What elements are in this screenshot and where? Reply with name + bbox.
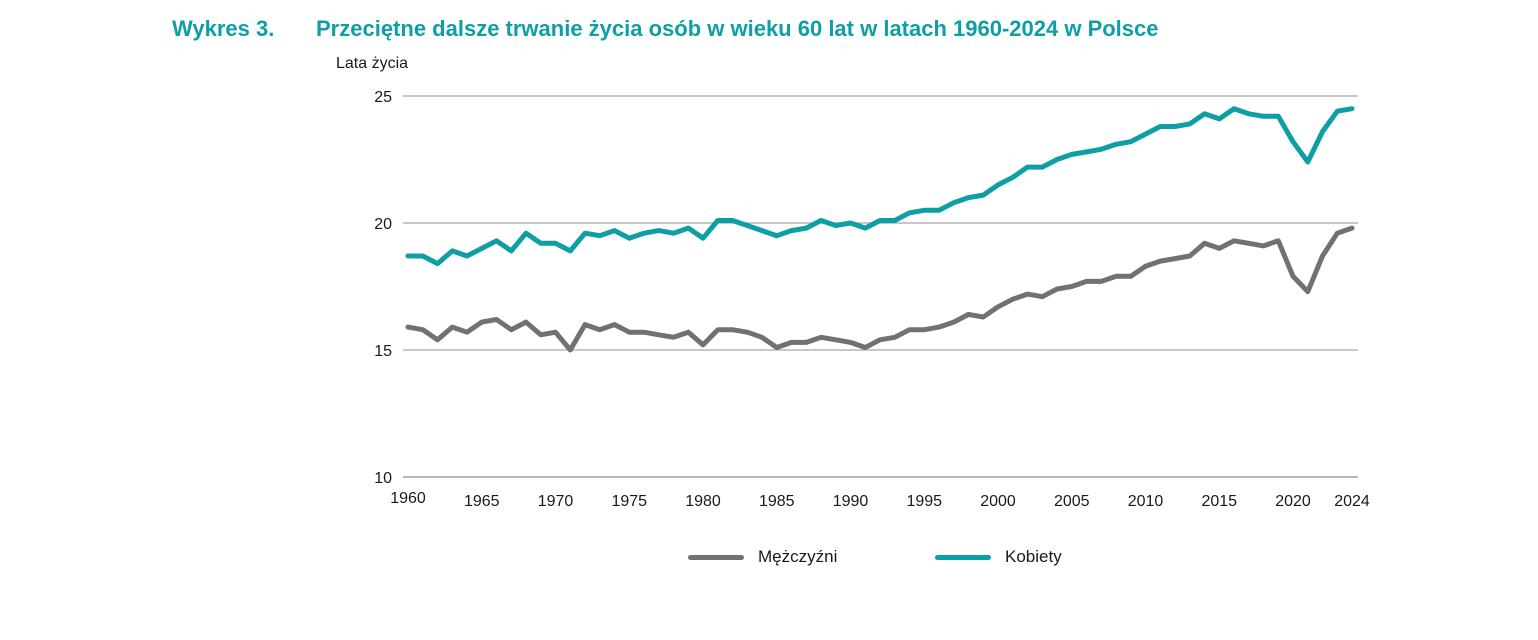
chart-number: Wykres 3.	[172, 16, 275, 41]
x-tick-label: 2010	[1128, 493, 1164, 510]
legend-item-women: Kobiety	[935, 547, 1062, 567]
x-tick-label: 2020	[1275, 493, 1311, 510]
x-tick-label: 2000	[980, 493, 1016, 510]
legend-item-men: Mężczyźni	[688, 547, 837, 567]
x-tick-label: 1985	[759, 493, 795, 510]
x-tick-label: 1995	[906, 493, 942, 510]
x-tick-label: 1970	[538, 493, 574, 510]
x-tick-label: 1975	[611, 493, 647, 510]
y-axis-label: Lata życia	[336, 55, 408, 72]
x-tick-label: 2005	[1054, 493, 1090, 510]
y-tick-label: 15	[374, 343, 392, 360]
x-tick-label: 2024	[1334, 493, 1370, 510]
y-tick-label: 10	[374, 470, 392, 487]
series-line-women	[405, 106, 1355, 267]
y-tick-label: 25	[374, 89, 392, 106]
x-tick-label: 1960	[390, 490, 426, 507]
legend-swatch-women	[935, 554, 991, 560]
legend-label-men: Mężczyźni	[758, 547, 838, 566]
x-tick-label: 1980	[685, 493, 721, 510]
y-tick-label: 20	[374, 216, 392, 233]
legend-label-women: Kobiety	[1005, 547, 1062, 566]
legend-swatch-men	[688, 554, 744, 560]
x-tick-label: 2015	[1201, 493, 1237, 510]
series-line-men	[405, 225, 1355, 353]
chart-title: Przeciętne dalsze trwanie życia osób w w…	[316, 16, 1159, 41]
x-tick-label: 1990	[833, 493, 869, 510]
x-tick-label: 1965	[464, 493, 500, 510]
